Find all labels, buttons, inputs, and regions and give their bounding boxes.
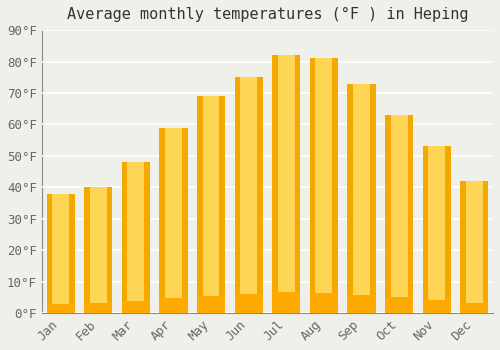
- Bar: [234, 294, 262, 313]
- Bar: [197, 296, 225, 313]
- Bar: [202, 96, 220, 313]
- Bar: [316, 58, 332, 313]
- Bar: [353, 84, 370, 313]
- Bar: [90, 187, 106, 313]
- Bar: [390, 115, 407, 313]
- Bar: [278, 55, 294, 313]
- Bar: [466, 181, 482, 313]
- Bar: [385, 297, 413, 313]
- Bar: [234, 77, 262, 313]
- Bar: [385, 115, 413, 313]
- Bar: [240, 77, 257, 313]
- Bar: [460, 181, 488, 313]
- Bar: [197, 96, 225, 313]
- Bar: [165, 127, 182, 313]
- Title: Average monthly temperatures (°F ) in Heping: Average monthly temperatures (°F ) in He…: [66, 7, 468, 22]
- Bar: [46, 194, 74, 313]
- Bar: [310, 58, 338, 313]
- Bar: [122, 301, 150, 313]
- Bar: [422, 146, 451, 313]
- Bar: [46, 303, 74, 313]
- Bar: [160, 127, 188, 313]
- Bar: [272, 293, 300, 313]
- Bar: [84, 303, 112, 313]
- Bar: [122, 162, 150, 313]
- Bar: [128, 162, 144, 313]
- Bar: [52, 194, 69, 313]
- Bar: [84, 187, 112, 313]
- Bar: [422, 300, 451, 313]
- Bar: [460, 302, 488, 313]
- Bar: [428, 146, 445, 313]
- Bar: [160, 298, 188, 313]
- Bar: [348, 295, 376, 313]
- Bar: [348, 84, 376, 313]
- Bar: [310, 293, 338, 313]
- Bar: [272, 55, 300, 313]
